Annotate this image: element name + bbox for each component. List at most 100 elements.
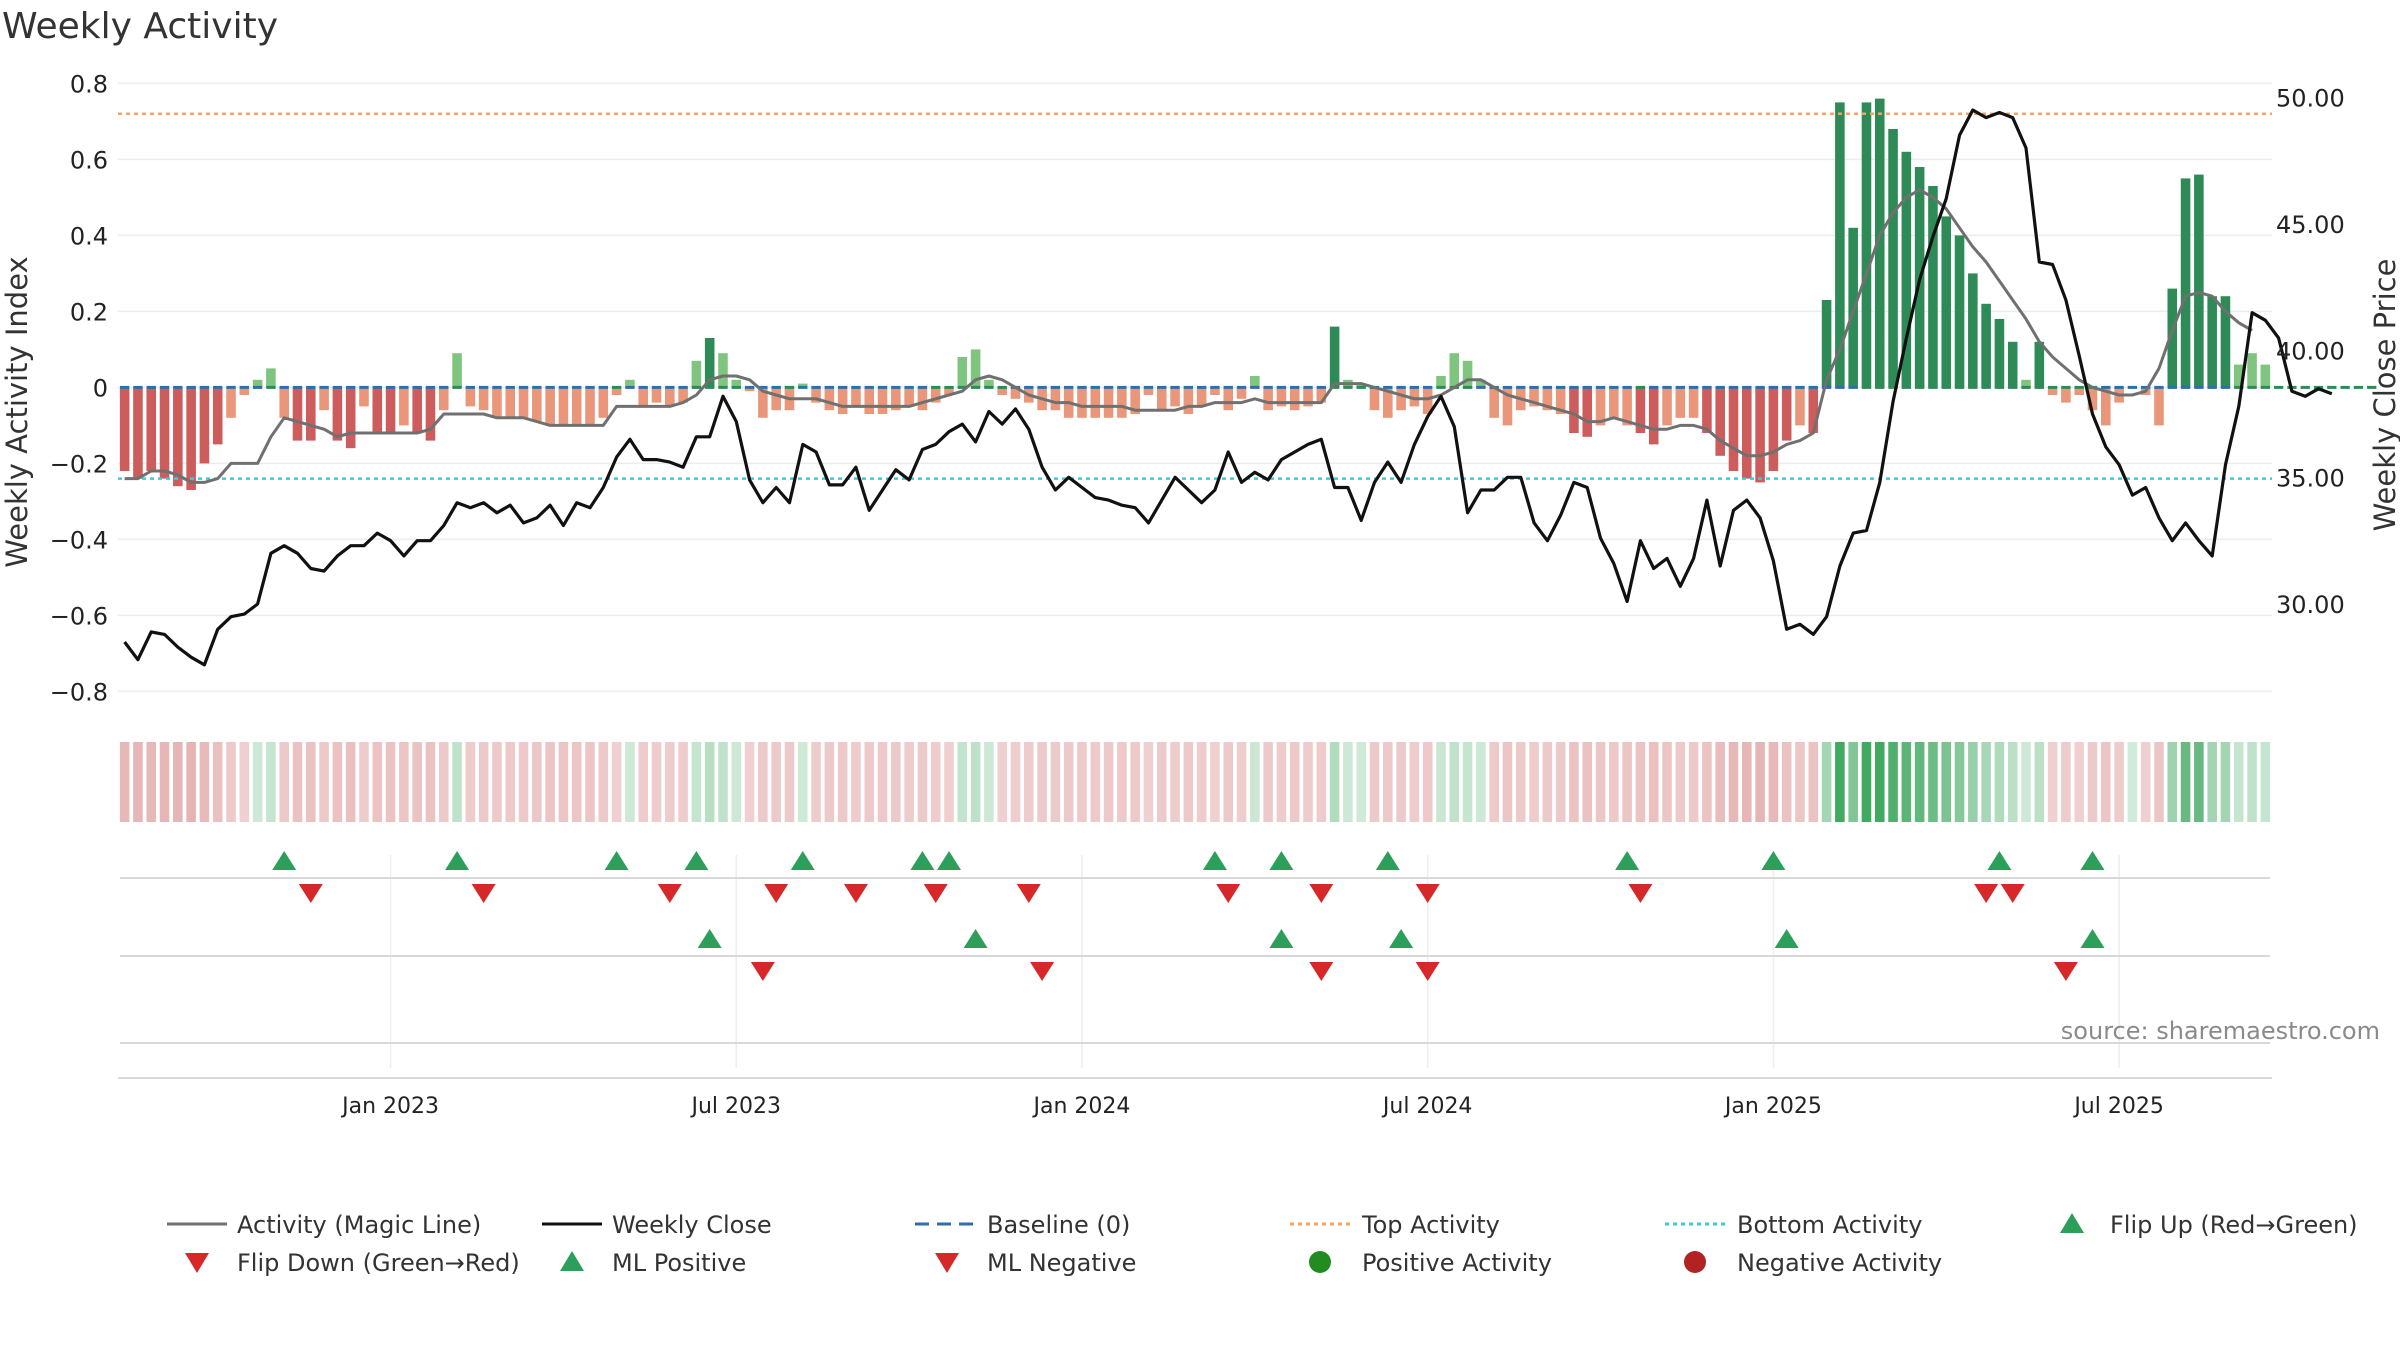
activity-bar [984,379,994,388]
heat-cell [2007,742,2018,822]
heat-cell [1449,742,1460,822]
legend-swatch-positive-activity [1309,1251,1331,1273]
activity-bar [1476,379,1486,388]
ml-positive-marker [697,929,722,948]
heat-cell [1861,742,1872,822]
heat-cell [226,742,236,822]
activity-bar [2101,387,2111,426]
y2-tick-label: 50.00 [2276,84,2345,112]
activity-bar [266,368,276,388]
heat-cell [611,742,622,822]
activity-bar [1835,102,1845,388]
y2-tick-label: 30.00 [2276,591,2345,619]
activity-bar [226,387,236,418]
activity-bar [691,360,702,388]
heat-cell [1742,742,1752,822]
activity-bar [1462,360,1473,388]
activity-bar [452,353,462,388]
heat-cell [173,742,183,822]
heat-cell [1954,742,1965,822]
activity-bar [2260,364,2271,388]
heat-cell [1103,742,1114,822]
heat-cell [2074,742,2084,822]
heat-cell [678,742,688,822]
heat-cell [1250,742,1260,822]
ml-negative-marker [750,962,775,981]
activity-bar [279,387,289,418]
flip-down-marker [1309,884,1334,903]
activity-bar [1329,326,1340,388]
activity-bar [186,387,196,490]
heat-cell [1688,742,1699,822]
heat-cell [598,742,609,822]
activity-bar [332,387,343,441]
activity-bar [505,387,516,418]
heat-cell [2167,742,2178,822]
activity-bar [1529,387,1539,407]
heat-cell [984,742,994,822]
heat-cell [1582,742,1593,822]
heat-cell [1781,742,1792,822]
heat-cell [412,742,422,822]
activity-bar [2087,387,2098,411]
flip-up-marker [790,851,815,870]
activity-bar [558,387,569,426]
activity-bar [133,387,143,479]
activity-bar [292,387,303,441]
heat-cell [212,742,223,822]
heat-cell [1422,742,1433,822]
heat-cell [159,742,170,822]
heat-cell [1396,742,1406,822]
activity-bar [718,353,728,388]
heat-cell [718,742,728,822]
activity-bar [199,387,210,464]
activity-bar [1010,387,1021,399]
activity-bar [1688,387,1699,418]
ml-positive-marker [2080,929,2105,948]
heat-cell [425,742,436,822]
activity-bar [2180,178,2191,388]
activity-bar [1648,387,1659,445]
heat-cell [1210,742,1220,822]
heat-cell [1289,742,1300,822]
activity-bar [2194,174,2204,388]
heat-cell [306,742,316,822]
heat-cell [2194,742,2204,822]
heat-cell [1941,742,1952,822]
activity-bar [1502,387,1513,426]
y2-tick-label: 40.00 [2276,338,2345,366]
heat-cell [1130,742,1140,822]
heat-cell [1316,742,1327,822]
heat-cell [465,742,476,822]
chart-title: Weekly Activity [2,6,279,47]
activity-bar [212,387,223,445]
ml-negative-marker [1309,962,1334,981]
activity-bar [2034,341,2045,388]
heat-cell [1183,742,1194,822]
activity-bar [2074,387,2084,395]
heat-cell [2154,742,2164,822]
heat-cell [744,742,755,822]
heat-cell [2061,742,2071,822]
heat-cell [1303,742,1313,822]
activity-bar [173,387,183,487]
activity-bar [1183,387,1194,414]
activity-bar [1156,387,1167,411]
heat-cell [2247,742,2257,822]
activity-bar [1702,387,1712,433]
weekly-close-line [123,108,2333,667]
activity-bar [1143,387,1154,395]
flip-down-marker [1974,884,1999,903]
flip-down-marker [298,884,323,903]
heat-cell [1223,742,1234,822]
heat-cell [518,742,529,822]
activity-bar [1210,387,1220,395]
flip-down-marker [471,884,496,903]
activity-bar [1383,387,1393,418]
activity-bar [1569,387,1579,433]
heat-cell [1901,742,1912,822]
heat-cell [1010,742,1021,822]
activity-bar [851,387,861,407]
heat-cell [1515,742,1526,822]
activity-bar [771,387,781,411]
